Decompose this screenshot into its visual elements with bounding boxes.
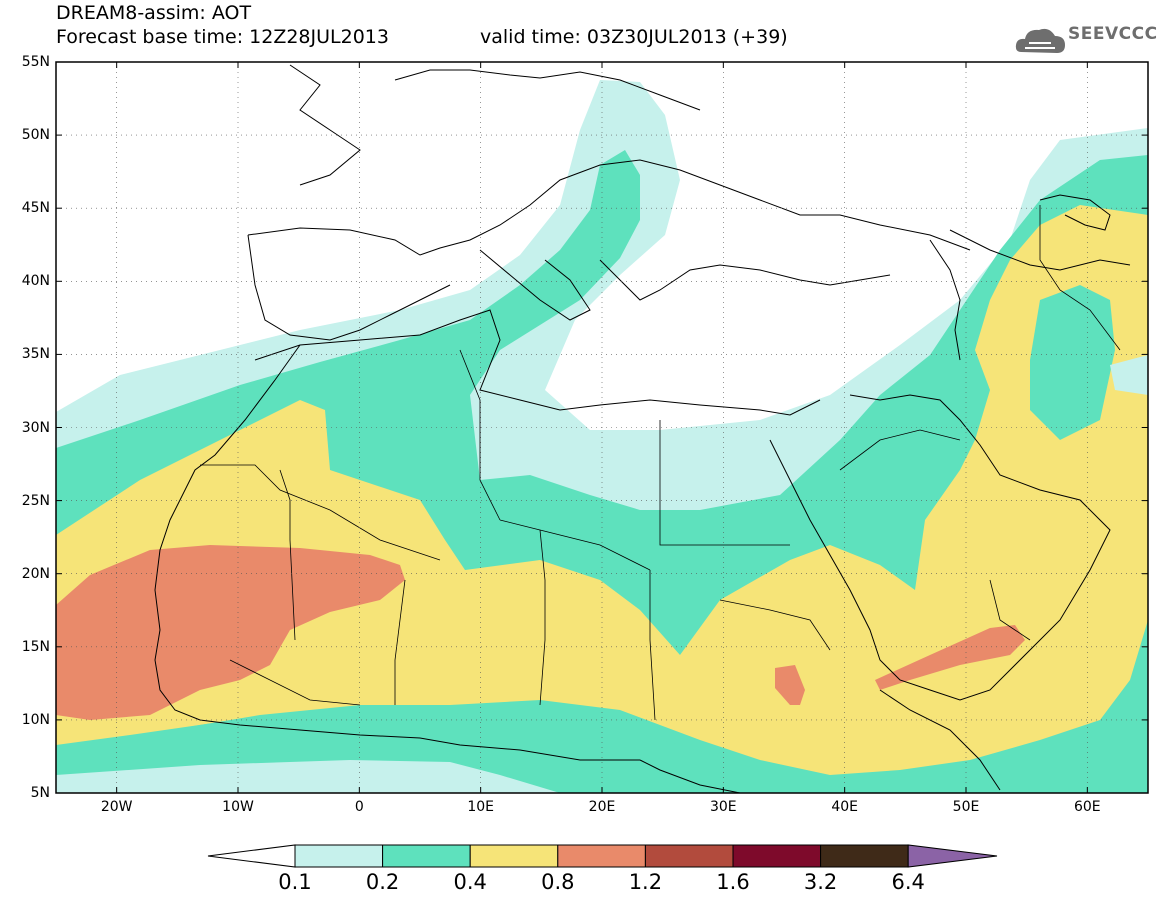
map-title: DREAM8-assim: AOT: [56, 2, 252, 24]
colorbar-segment: [644, 844, 734, 868]
colorbar-arrow-low: [207, 844, 296, 868]
forecast-base-time: Forecast base time: 12Z28JUL2013: [56, 26, 389, 48]
lat-label: 35N: [21, 346, 50, 363]
colorbar-label: 0.8: [541, 870, 575, 894]
lat-label: 30N: [21, 419, 50, 436]
colorbar-label: 6.4: [891, 870, 925, 894]
lat-label: 45N: [21, 200, 50, 217]
valid-time: valid time: 03Z30JUL2013 (+39): [480, 26, 788, 48]
coastlines: [154, 64, 1131, 793]
lon-label: 0: [354, 799, 364, 815]
logo-text: SEEVCCC: [1068, 24, 1158, 44]
aot-band-0.8-east: [875, 625, 1025, 690]
lon-label: 30E: [709, 799, 737, 815]
lon-label: 60E: [1073, 799, 1101, 815]
aot-band-0.1-lobe: [1110, 355, 1148, 395]
colorbar-label: 3.2: [803, 870, 838, 894]
colorbar-label: 1.6: [716, 870, 750, 894]
colorbar-segment: [557, 844, 646, 868]
colorbar-arrow-high: [907, 844, 998, 868]
lat-label: 10N: [21, 711, 50, 728]
lon-label: 20W: [100, 799, 133, 815]
lon-label: 20E: [588, 799, 616, 815]
aot-band-0.4: [56, 205, 1148, 775]
aot-band-0.1-south: [56, 760, 560, 793]
lon-label: 10W: [222, 799, 254, 815]
borders: [200, 205, 1121, 721]
colorbar-segment: [382, 844, 471, 868]
aot-band-0.8-west: [56, 545, 405, 720]
colorbar-label: 0.2: [365, 870, 400, 894]
lon-label: 40E: [831, 799, 858, 815]
colorbar: [207, 844, 998, 868]
lat-label: 50N: [21, 127, 50, 144]
lat-label: 40N: [21, 273, 50, 290]
graticule: [56, 61, 1148, 794]
colorbar-label: 1.2: [628, 870, 663, 894]
colorbar-label: 0.1: [278, 870, 312, 894]
cloud-icon: [1015, 28, 1065, 53]
colorbar-segment: [469, 844, 559, 868]
lon-label: 50E: [952, 799, 980, 815]
lat-label: 5N: [30, 785, 50, 801]
lat-label: 15N: [21, 638, 50, 655]
lon-label: 10E: [467, 799, 494, 815]
lat-label: 20N: [21, 565, 50, 582]
aot-band-0.8-sudan: [775, 665, 805, 705]
lat-label: 25N: [21, 492, 50, 509]
colorbar-segment: [820, 844, 909, 868]
colorbar-segment: [732, 844, 822, 868]
colorbar-segment: [294, 844, 384, 868]
aot-band-0.2-lobe: [1030, 285, 1115, 440]
seevccc-logo: [1015, 28, 1065, 53]
lat-label: 55N: [21, 54, 50, 70]
colorbar-label: 0.4: [453, 870, 487, 894]
